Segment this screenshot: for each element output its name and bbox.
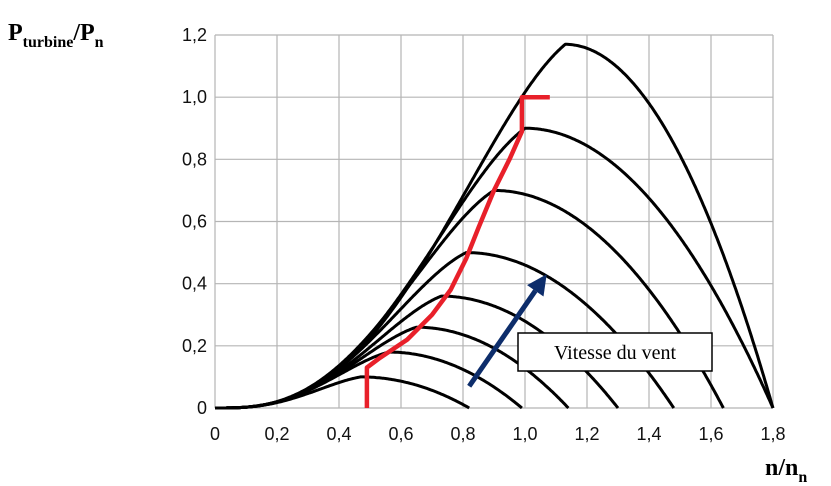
wind-speed-arrow	[467, 289, 538, 388]
tick-labels: 0 0,2 0,4 0,6 0,8 1,0 1,2 1,4 1,6 1,8 0 0,2 0,4 0,6 0,…	[182, 25, 786, 444]
x-tick-label: 1,6	[698, 424, 723, 444]
operating-curve	[364, 94, 550, 408]
x-tick-label: 1,2	[574, 424, 599, 444]
operating-curve-group	[364, 94, 550, 408]
x-axis-label: n/nn	[765, 455, 807, 486]
y-tick-label: 0,2	[182, 336, 207, 356]
y-tick-label: 0	[197, 398, 207, 418]
x-tick-label: 1,4	[636, 424, 661, 444]
power-curve-1	[215, 375, 470, 410]
y-tick-label: 0,8	[182, 149, 207, 169]
y-tick-label: 1,0	[182, 87, 207, 107]
x-tick-label: 0,2	[264, 424, 289, 444]
y-tick-label: 0,6	[182, 212, 207, 232]
power-curve-3	[215, 325, 570, 410]
x-tick-label: 1,8	[760, 424, 785, 444]
annotation-box	[517, 332, 713, 372]
y-axis-label: Pturbine/Pn	[8, 20, 104, 51]
y-tick-label: 1,2	[182, 25, 207, 45]
annotation-label: Vitesse du vent	[554, 342, 677, 364]
y-tick-label: 0,4	[182, 274, 207, 294]
annotation-group: Vitesse du vent	[467, 274, 713, 388]
x-tick-label: 1,0	[512, 424, 537, 444]
wind-speed-arrowhead	[527, 274, 547, 297]
x-tick-label: 0	[210, 424, 220, 444]
x-tick-label: 0,8	[450, 424, 475, 444]
power-curve-8	[215, 42, 775, 410]
x-tick-label: 0,4	[326, 424, 351, 444]
x-tick-label: 0,6	[388, 424, 413, 444]
power-curves	[215, 42, 775, 410]
